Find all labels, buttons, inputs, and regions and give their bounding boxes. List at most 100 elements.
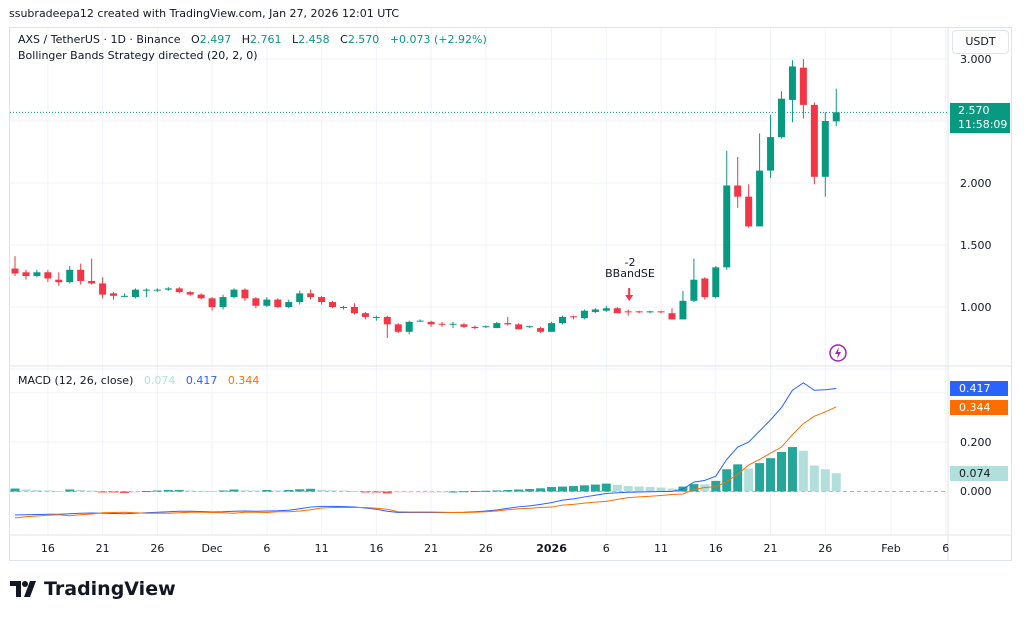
histogram-bar [32, 490, 42, 492]
histogram-bar [579, 485, 589, 492]
candle-body [22, 272, 30, 276]
macd-legend[interactable]: MACD (12, 26, close) 0.074 0.417 0.344 [18, 374, 259, 387]
last-price: 2.570 [958, 104, 990, 117]
histogram-bar [98, 491, 108, 493]
candle-body [329, 302, 337, 307]
date-label: Feb [881, 542, 901, 555]
histogram-bar [109, 491, 119, 493]
candle-body [548, 323, 556, 332]
date-label: 2026 [536, 542, 567, 555]
date-label: 6 [602, 542, 610, 555]
candle-body [66, 269, 74, 283]
histogram-bar [371, 491, 381, 493]
histogram-bar [536, 488, 546, 492]
candle-body [778, 98, 785, 138]
candle-body [788, 66, 796, 100]
histogram-bar [349, 491, 359, 493]
candle-body [810, 104, 818, 177]
candle-body [427, 321, 435, 325]
candle-body [679, 300, 687, 320]
candle-body [197, 294, 205, 299]
change-value: +0.073 (+2.92%) [389, 33, 487, 46]
date-label: 16 [369, 542, 384, 555]
candle-body [537, 328, 545, 332]
candle-body [372, 316, 380, 318]
histogram-bar [547, 487, 557, 492]
histogram-bar [787, 447, 797, 492]
open-label: O [191, 33, 200, 46]
histogram-bar [54, 491, 64, 493]
histogram-bar [21, 489, 31, 492]
histogram-bar [382, 491, 392, 494]
date-label: 26 [150, 542, 165, 555]
candles [11, 59, 840, 338]
candle-body [274, 299, 282, 307]
candle-body [613, 308, 621, 314]
candle-body [88, 280, 96, 284]
chart-frame [9, 27, 1012, 561]
histogram-bar [174, 490, 184, 492]
macd-signal-pill: 0.344 [950, 400, 1008, 415]
macd-line-value: 0.417 [185, 374, 218, 387]
candle-body [712, 267, 720, 298]
histogram-bar [218, 490, 228, 492]
candle-body [690, 279, 698, 301]
histogram-bar [306, 488, 316, 492]
histogram-bar [645, 487, 655, 492]
histogram-bar [448, 491, 458, 493]
candle-body [11, 268, 19, 274]
macd-line-pill: 0.417 [950, 381, 1008, 396]
candle-body [361, 313, 369, 317]
tradingview-logo[interactable]: TradingView [10, 578, 176, 600]
candle-body [799, 67, 807, 105]
candle-body [164, 288, 172, 290]
histogram-bar [634, 486, 644, 492]
grid-lines [10, 28, 1011, 561]
histogram-bar [339, 490, 348, 492]
symbol-name[interactable]: AXS / TetherUS · 1D · Binance [18, 33, 181, 46]
histogram-bar [744, 468, 754, 492]
date-label: Dec [201, 542, 223, 555]
macd-signal-value: 0.344 [227, 374, 260, 387]
candle-body [493, 323, 501, 329]
histogram-bar [459, 491, 469, 493]
candle-body [832, 112, 840, 122]
histogram-bar [328, 490, 338, 492]
candle-body [296, 293, 304, 303]
macd-title: MACD (12, 26, close) [18, 374, 134, 387]
strategy-legend[interactable]: Bollinger Bands Strategy directed (20, 2… [18, 49, 258, 62]
candle-body [569, 316, 577, 318]
candle-body [394, 324, 402, 332]
low-value: 2.458 [298, 33, 330, 46]
histogram-bar [612, 484, 622, 492]
histogram-bar [317, 489, 327, 492]
candle-body [241, 289, 249, 299]
candle-body [55, 279, 63, 283]
histogram-bar [514, 489, 524, 492]
candle-body [515, 324, 523, 330]
lightning-icon [829, 344, 847, 362]
histogram-bar [284, 490, 294, 492]
histogram-bar [152, 490, 162, 492]
histogram-bar [87, 490, 97, 492]
candle-body [186, 292, 194, 295]
histogram-bar [415, 491, 425, 493]
candle-body [99, 283, 107, 295]
currency-button[interactable]: USDT [952, 30, 1009, 54]
date-label: 21 [763, 542, 778, 555]
macd-hist-value: 0.074 [143, 374, 176, 387]
histogram-bar [601, 483, 611, 492]
histogram-bar [590, 484, 600, 492]
candle-body [285, 302, 293, 307]
candle-body [767, 137, 775, 171]
date-label: 21 [95, 542, 110, 555]
histogram-bar [820, 469, 830, 492]
high-value: 2.761 [249, 33, 282, 46]
histogram-bar [831, 473, 841, 492]
candle-body [405, 321, 413, 332]
histogram-bar [240, 490, 250, 492]
date-label: 16 [40, 542, 55, 555]
candle-body [44, 272, 52, 279]
signal-line [14, 406, 837, 519]
